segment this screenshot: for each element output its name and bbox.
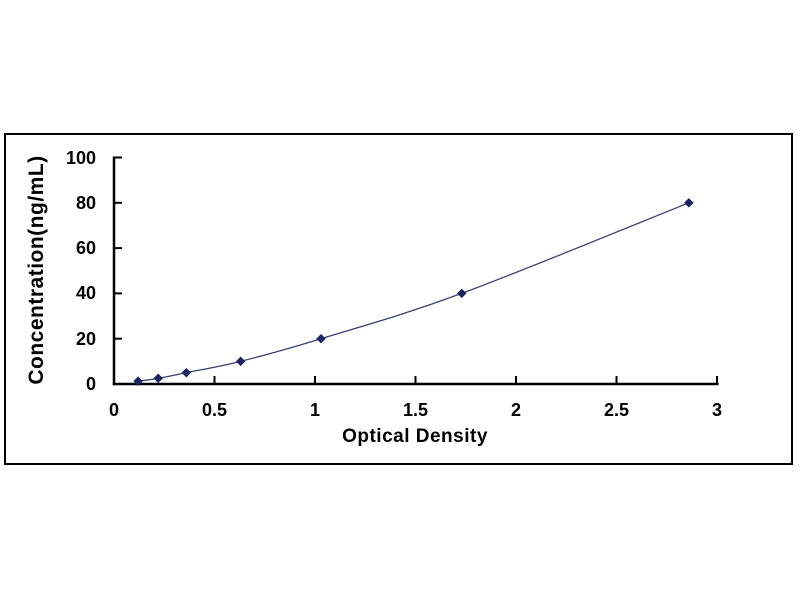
x-tick-label: 1 bbox=[309, 400, 321, 420]
x-tick-label: 0 bbox=[108, 400, 120, 420]
data-point-marker bbox=[181, 367, 192, 378]
x-axis-title: Optical Density bbox=[342, 426, 488, 447]
y-tick-label: 100 bbox=[65, 147, 96, 168]
data-point-marker bbox=[684, 197, 694, 208]
y-tick-label: 40 bbox=[75, 283, 96, 304]
data-point-marker bbox=[235, 356, 246, 367]
x-tick-label: 3 bbox=[711, 400, 723, 420]
y-tick-label: 60 bbox=[75, 238, 96, 259]
standard-curve-line bbox=[138, 202, 690, 382]
y-tick-label: 20 bbox=[75, 328, 96, 349]
y-tick-label: 80 bbox=[75, 192, 96, 213]
y-axis-title: Concentration(ng/mL) bbox=[25, 155, 48, 385]
chart-frame bbox=[4, 133, 793, 465]
data-point-marker bbox=[316, 333, 326, 344]
data-point-marker bbox=[133, 376, 143, 387]
x-tick-label: 2.5 bbox=[603, 400, 630, 420]
data-point-marker bbox=[153, 373, 164, 384]
data-point-marker bbox=[456, 288, 467, 299]
x-tick-label: 1.5 bbox=[402, 400, 429, 420]
x-tick-label: 2 bbox=[510, 400, 522, 420]
y-tick-label: 0 bbox=[85, 374, 96, 394]
x-tick-label: 0.5 bbox=[201, 400, 228, 420]
